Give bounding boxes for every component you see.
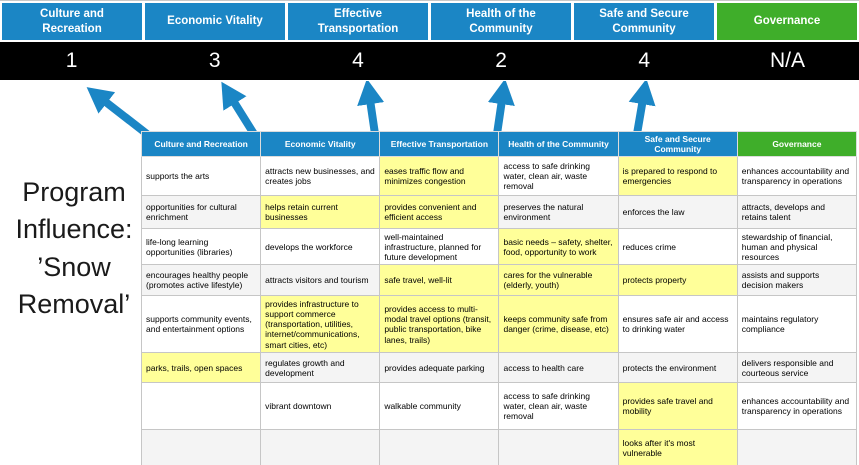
matrix-cell: enhances accountability and transparency…: [736, 382, 858, 431]
matrix-cell: protects the environment: [617, 352, 738, 384]
matrix-cell: encourages healthy people (promotes acti…: [140, 264, 262, 297]
matrix-cell: reduces crime: [617, 228, 738, 266]
category-header-row: Culture and Recreation Economic Vitality…: [2, 3, 857, 40]
matrix-cell: access to health care: [498, 352, 619, 384]
score-band: 1 3 4 2 4 N/A: [0, 42, 859, 80]
matrix-cell: attracts new businesses, and creates job…: [260, 156, 381, 197]
table-header-row: Culture and Recreation Economic Vitality…: [140, 130, 858, 158]
matrix-cell: provides adequate parking: [379, 352, 500, 384]
matrix-cell: [140, 429, 262, 465]
table-header-culture-recreation: Culture and Recreation: [140, 130, 262, 158]
influence-matrix-table: Culture and Recreation Economic Vitality…: [140, 130, 858, 465]
matrix-cell: eases traffic flow and minimizes congest…: [379, 156, 500, 197]
arrow-up-icon-2: [221, 81, 258, 136]
matrix-cell: parks, trails, open spaces: [140, 352, 262, 384]
matrix-cell: vibrant downtown: [260, 382, 381, 431]
table-header-governance: Governance: [736, 130, 858, 158]
up-arrows-group: [86, 81, 656, 136]
matrix-cell: safe travel, well-lit: [379, 264, 500, 297]
matrix-cell: enforces the law: [617, 195, 738, 230]
matrix-cell: ensures safe air and access to drinking …: [617, 295, 738, 354]
score-health-community: 2: [495, 49, 507, 72]
matrix-cell: keeps community safe from danger (crime,…: [498, 295, 619, 354]
category-box-culture-recreation: Culture and Recreation: [2, 3, 142, 40]
arrow-up-icon-5: [628, 81, 656, 135]
table-header-health-community: Health of the Community: [498, 130, 619, 158]
matrix-cell: provides infrastructure to support comme…: [260, 295, 381, 354]
arrow-up-icon-4: [487, 81, 515, 135]
matrix-cell: maintains regulatory compliance: [736, 295, 858, 354]
matrix-cell: [379, 429, 500, 465]
matrix-cell: attracts visitors and tourism: [260, 264, 381, 297]
matrix-row: life-long learning opportunities (librar…: [140, 228, 858, 266]
matrix-row: looks after it's most vulnerable: [140, 429, 858, 465]
category-box-safe-secure-community: Safe and Secure Community: [574, 3, 714, 40]
matrix-cell: assists and supports decision makers: [736, 264, 858, 297]
matrix-cell: [498, 429, 619, 465]
matrix-cell: supports the arts: [140, 156, 262, 197]
matrix-row: parks, trails, open spaces regulates grow…: [140, 352, 858, 384]
matrix-cell: regulates growth and development: [260, 352, 381, 384]
matrix-cell: access to safe drinking water, clean air…: [498, 156, 619, 197]
arrow-up-icon-1: [86, 87, 150, 136]
matrix-row: supports the arts attracts new businesses…: [140, 156, 858, 197]
score-governance: N/A: [769, 49, 805, 72]
matrix-row: supports community events, and entertain…: [140, 295, 858, 354]
arrow-up-icon-3: [357, 81, 385, 135]
matrix-cell: [736, 429, 858, 465]
matrix-cell: cares for the vulnerable (elderly, youth…: [498, 264, 619, 297]
matrix-cell: [140, 382, 262, 431]
matrix-cell: looks after it's most vulnerable: [617, 429, 738, 465]
matrix-row: opportunities for cultural enrichment hel…: [140, 195, 858, 230]
table-header-effective-transportation: Effective Transportation: [379, 130, 500, 158]
matrix-cell: opportunities for cultural enrichment: [140, 195, 262, 230]
matrix-cell: walkable community: [379, 382, 500, 431]
matrix-cell: delivers responsible and courteous servi…: [736, 352, 858, 384]
matrix-cell: stewardship of financial, human and phys…: [736, 228, 858, 266]
score-economic-vitality: 3: [208, 49, 221, 72]
category-box-economic-vitality: Economic Vitality: [145, 3, 285, 40]
matrix-cell: preserves the natural environment: [498, 195, 619, 230]
matrix-cell: protects property: [617, 264, 738, 297]
matrix-cell: provides convenient and efficient access: [379, 195, 500, 230]
influence-table-head: Culture and Recreation Economic Vitality…: [140, 130, 858, 158]
matrix-cell: [260, 429, 381, 465]
matrix-row: encourages healthy people (promotes acti…: [140, 264, 858, 297]
score-effective-transportation: 4: [352, 49, 364, 72]
score-culture-recreation: 1: [65, 49, 78, 72]
matrix-cell: provides access to multi-modal travel op…: [379, 295, 500, 354]
category-box-health-community: Health of the Community: [431, 3, 571, 40]
score-safe-secure-community: 4: [638, 49, 651, 72]
matrix-cell: is prepared to respond to emergencies: [617, 156, 738, 197]
table-header-economic-vitality: Economic Vitality: [260, 130, 381, 158]
matrix-cell: provides safe travel and mobility: [617, 382, 738, 431]
category-box-effective-transportation: Effective Transportation: [288, 3, 428, 40]
matrix-cell: life-long learning opportunities (librar…: [140, 228, 262, 266]
matrix-cell: enhances accountability and transparency…: [736, 156, 858, 197]
matrix-cell: helps retain current businesses: [260, 195, 381, 230]
matrix-row: vibrant downtown walkable community access…: [140, 382, 858, 431]
matrix-cell: attracts, develops and retains talent: [736, 195, 858, 230]
program-title: Program Influence: ’Snow Removal’: [15, 177, 133, 319]
influence-table-body: supports the arts attracts new businesses…: [140, 156, 858, 465]
matrix-cell: basic needs – safety, shelter, food, opp…: [498, 228, 619, 266]
matrix-cell: well-maintained infrastructure, planned …: [379, 228, 500, 266]
matrix-cell: supports community events, and entertain…: [140, 295, 262, 354]
table-header-safe-secure-community: Safe and Secure Community: [617, 130, 738, 158]
matrix-cell: access to safe drinking water, clean air…: [498, 382, 619, 431]
matrix-cell: develops the workforce: [260, 228, 381, 266]
category-box-governance: Governance: [717, 3, 857, 40]
